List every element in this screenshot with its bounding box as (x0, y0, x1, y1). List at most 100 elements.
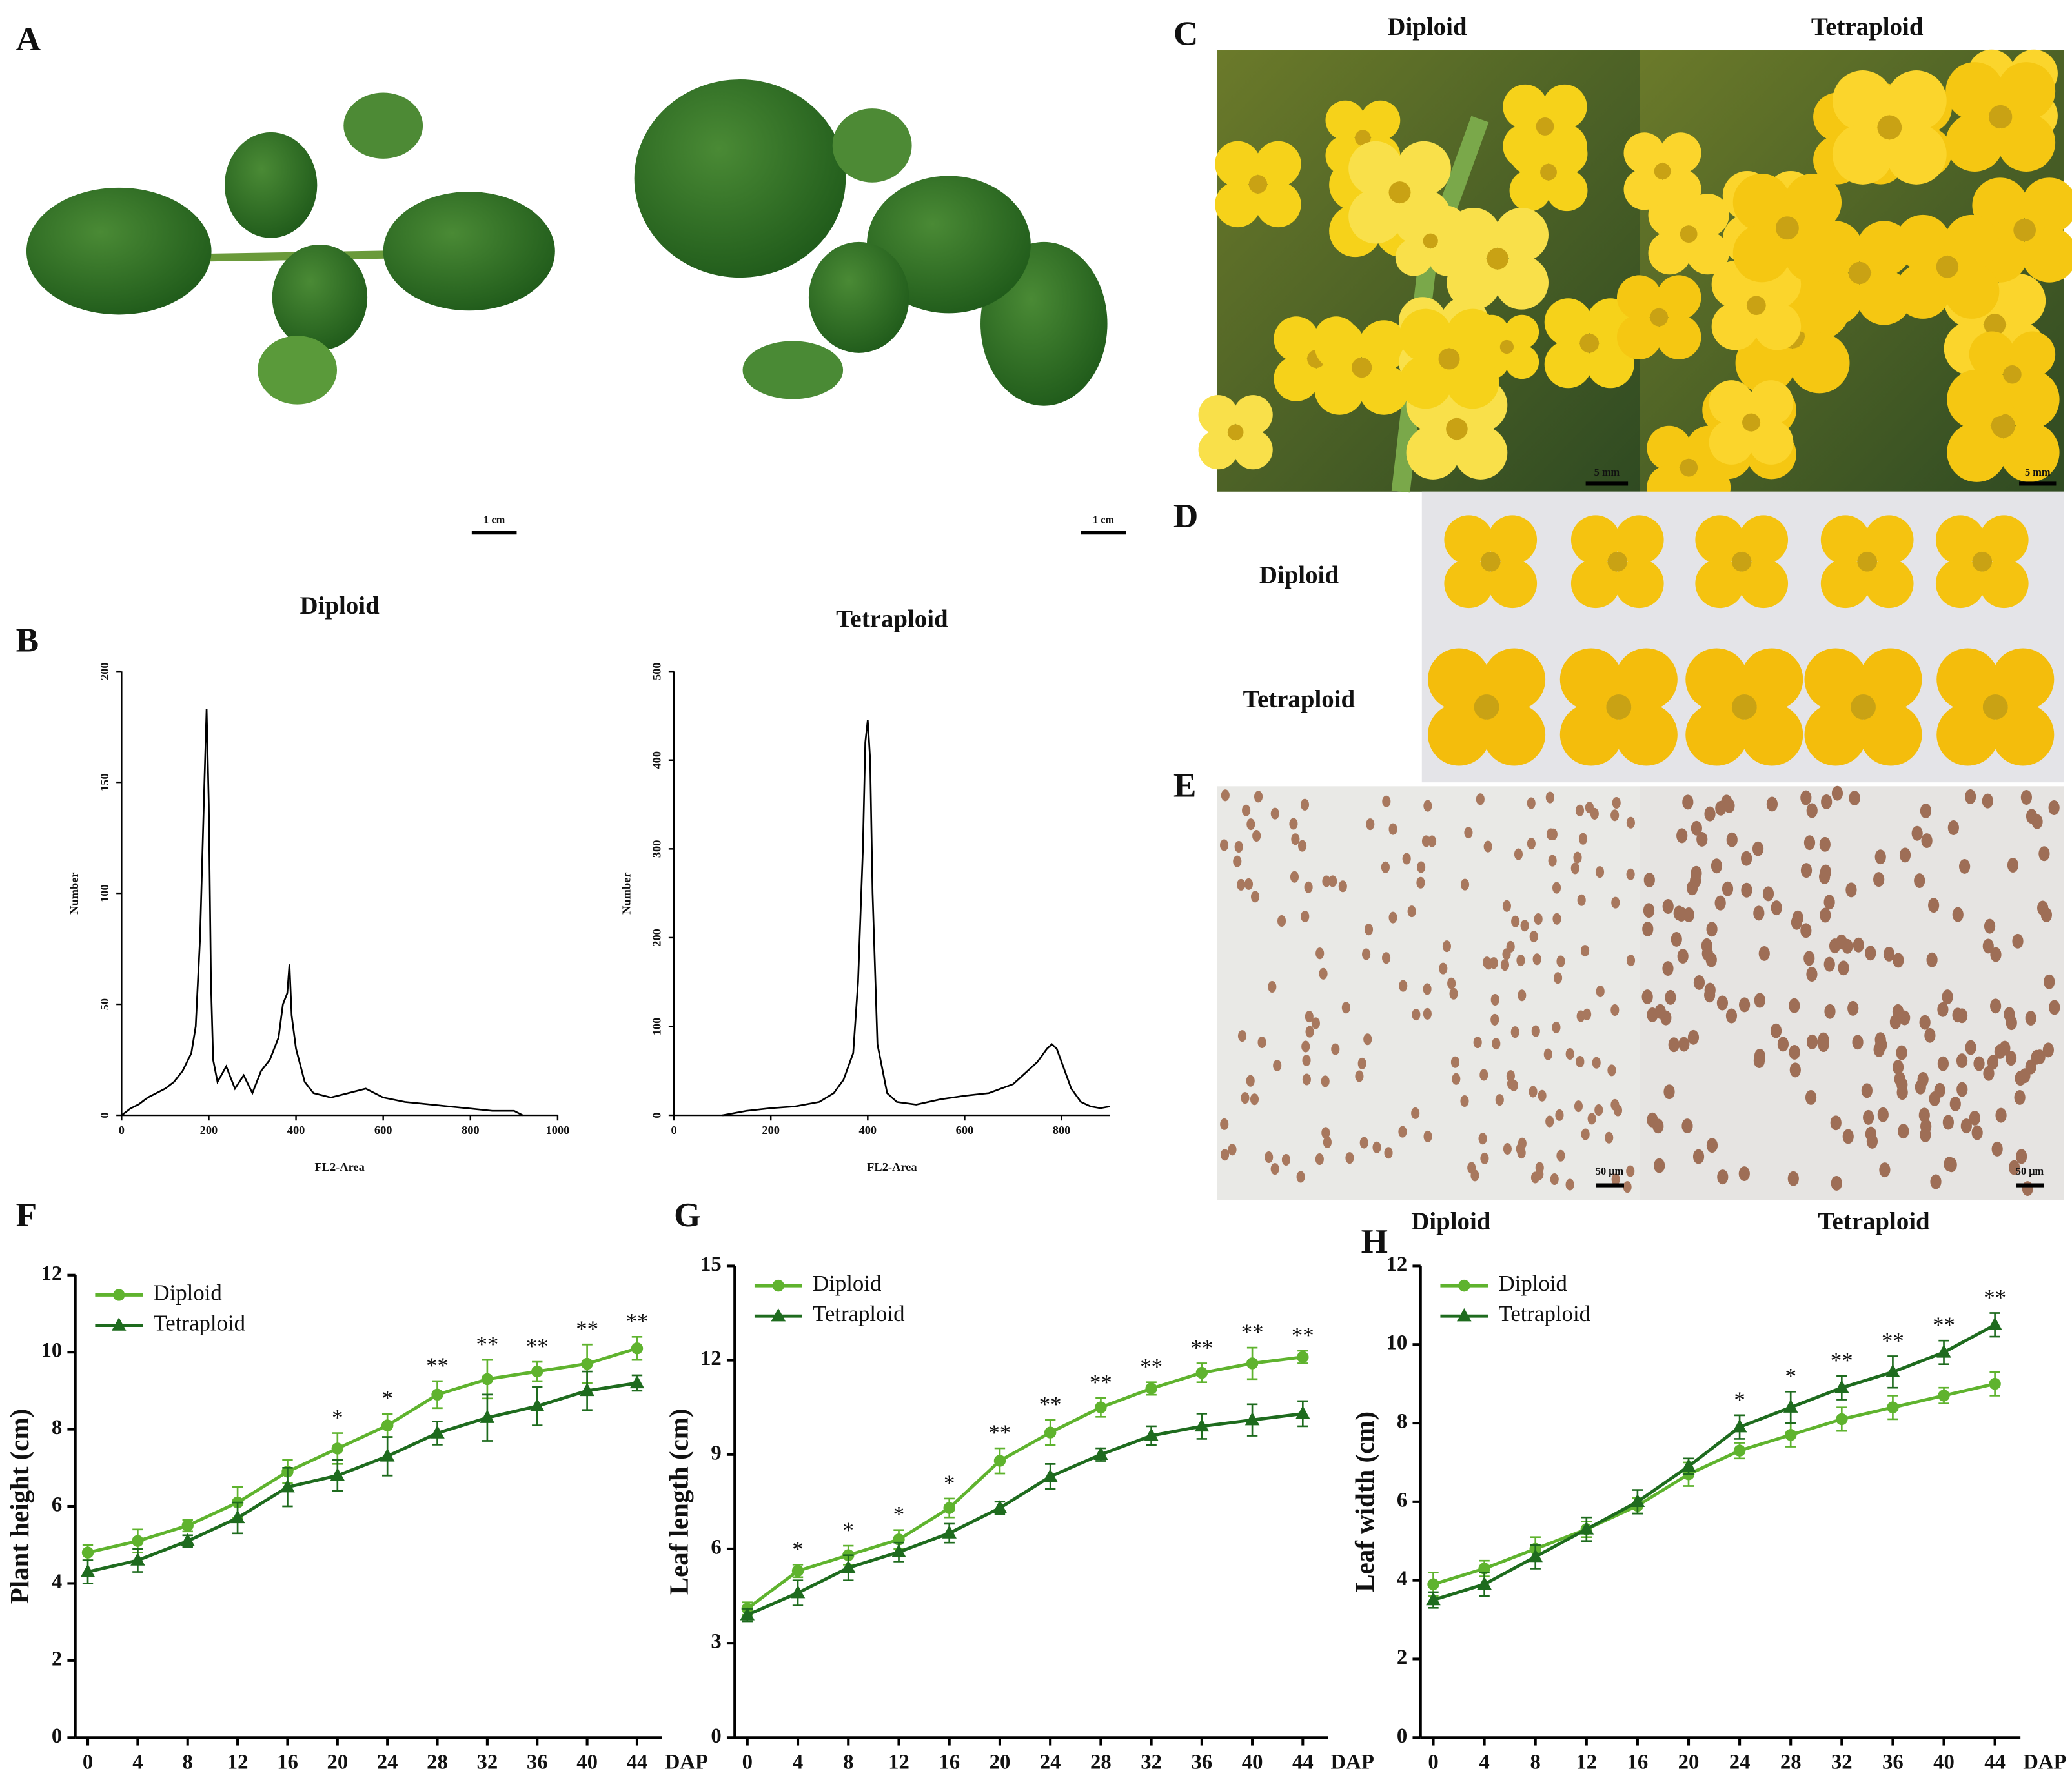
pollen-grain (1879, 1162, 1891, 1178)
marker (1244, 1411, 1260, 1426)
pollen-grain (1612, 797, 1621, 809)
pollen-grain (2012, 933, 2024, 949)
significance: ** (1241, 1320, 1264, 1345)
significance: ** (426, 1353, 449, 1378)
marker (1195, 1366, 1208, 1379)
pollen-grain (1423, 1007, 1432, 1020)
y-tick-label: 4 (52, 1570, 62, 1593)
marker (1938, 1390, 1950, 1402)
x-tick-label: 600 (956, 1124, 974, 1137)
pollen-grain (1492, 1038, 1501, 1050)
petal (2021, 227, 2072, 283)
pollen-grain (1328, 875, 1337, 887)
x-tick-label: 4 (793, 1751, 803, 1774)
pollen-grain (1911, 825, 1923, 841)
pollen-grain (1937, 1056, 1949, 1071)
petal (1616, 314, 1662, 359)
x-axis-label: DAP (1331, 1751, 1374, 1774)
pollen-grain (1527, 797, 1536, 809)
pollen-grain (1416, 876, 1425, 889)
pollen-grain (1896, 1045, 1907, 1060)
pollen-grain (1831, 1175, 1842, 1191)
pollen-grain (1805, 1089, 1817, 1105)
marker (1733, 1444, 1746, 1457)
x-tick-label: 0 (83, 1751, 93, 1774)
pollen-grain (1920, 804, 1932, 818)
petal (1444, 558, 1494, 609)
pollen-grain (1345, 1152, 1354, 1164)
pollen-grain (1298, 840, 1307, 852)
y-tick-label: 150 (98, 773, 111, 791)
pollen-grain (1565, 1178, 1574, 1191)
petal (1509, 170, 1551, 212)
petal (1738, 515, 1789, 565)
pollen-grain (1242, 804, 1251, 816)
petal (1979, 558, 2029, 609)
pollen-grain (1944, 1157, 1955, 1172)
panel-label: B (16, 621, 39, 659)
pollen-grain (1873, 872, 1885, 887)
marker (992, 1500, 1008, 1513)
pollen-grain (1503, 1142, 1512, 1155)
petal (1494, 207, 1549, 262)
pollen-grain (1233, 855, 1242, 867)
photo-label: Tetraploid (1811, 13, 1924, 41)
pollen-grain (1554, 972, 1563, 984)
petal (1428, 205, 1466, 243)
x-axis-label: DAP (2023, 1751, 2066, 1774)
pollen-grain (1752, 841, 1764, 856)
pollen-grain (1478, 1133, 1487, 1145)
pollen-grain (1552, 913, 1561, 925)
petal (1864, 515, 1914, 565)
marker (80, 1564, 96, 1577)
pollen-grain (1483, 840, 1492, 853)
pollen-grain (1439, 962, 1448, 975)
flower-center (1579, 333, 1600, 353)
marker (380, 1448, 395, 1462)
pollen-grain (2007, 858, 2019, 873)
scale-bar-label: 50 μm (2016, 1165, 2044, 1177)
petal (1886, 124, 1947, 185)
marker (580, 1382, 594, 1397)
pollen-grain (1382, 795, 1391, 807)
pollen-grain (1642, 922, 1654, 936)
marker (1044, 1426, 1057, 1439)
pollen-grain (1518, 1137, 1527, 1149)
pollen-grain (1947, 820, 1959, 835)
panel-label: F (16, 1196, 37, 1234)
petal (1732, 174, 1791, 232)
pollen-grain (1960, 1118, 1972, 1134)
pollen-grain (1706, 922, 1718, 937)
pollen-grain (1789, 1044, 1800, 1060)
petal (1559, 648, 1623, 711)
petal (1997, 113, 2056, 172)
pollen-grain (1800, 863, 1813, 878)
petal (1732, 225, 1791, 283)
petal (1487, 558, 1538, 609)
pollen-grain (1221, 789, 1230, 802)
x-tick-label: 44 (1292, 1751, 1314, 1774)
petal (1738, 558, 1789, 609)
y-tick-label: 500 (651, 662, 664, 680)
pollen-grain (1581, 1128, 1590, 1140)
x-tick-label: 0 (119, 1124, 125, 1137)
x-tick-label: 40 (1242, 1751, 1263, 1774)
pollen-grain (1995, 1107, 2007, 1123)
significance: ** (526, 1334, 549, 1359)
marker (1144, 1428, 1159, 1441)
scale-bar-label: 5 mm (1594, 466, 1620, 478)
pollen-grain (1545, 791, 1554, 804)
petal (1233, 430, 1273, 470)
marker (1194, 1418, 1210, 1432)
petal (1483, 648, 1546, 711)
pollen-grain (1762, 886, 1774, 902)
pollen-grain (1791, 915, 1803, 930)
petal (1428, 648, 1490, 711)
pollen-grain (1250, 1093, 1259, 1106)
pollen-grain (1291, 833, 1300, 845)
marker (791, 1564, 804, 1577)
data-line (121, 709, 523, 1117)
pollen-grain (1382, 952, 1391, 964)
petal (1446, 356, 1499, 409)
